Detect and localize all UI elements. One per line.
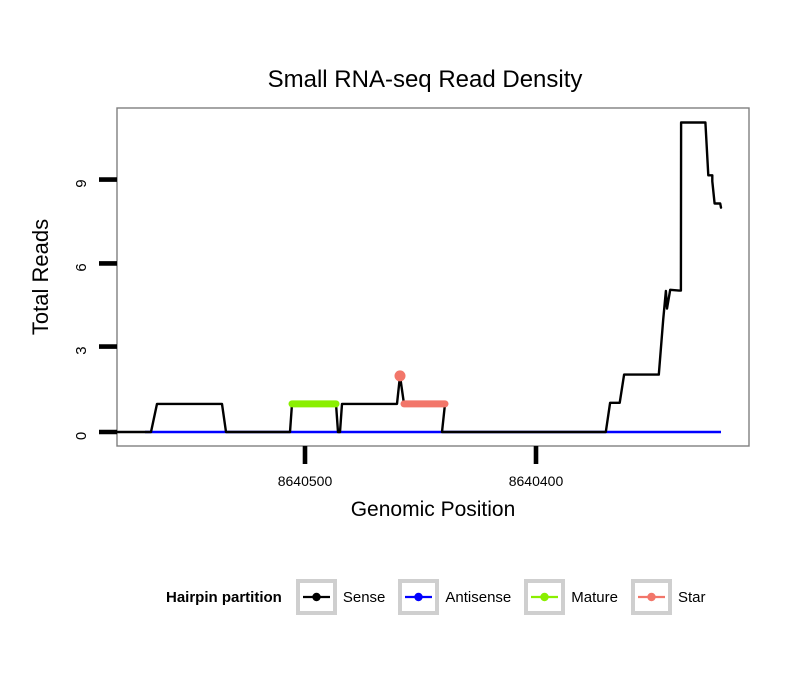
svg-text:Total Reads: Total Reads xyxy=(28,219,53,335)
